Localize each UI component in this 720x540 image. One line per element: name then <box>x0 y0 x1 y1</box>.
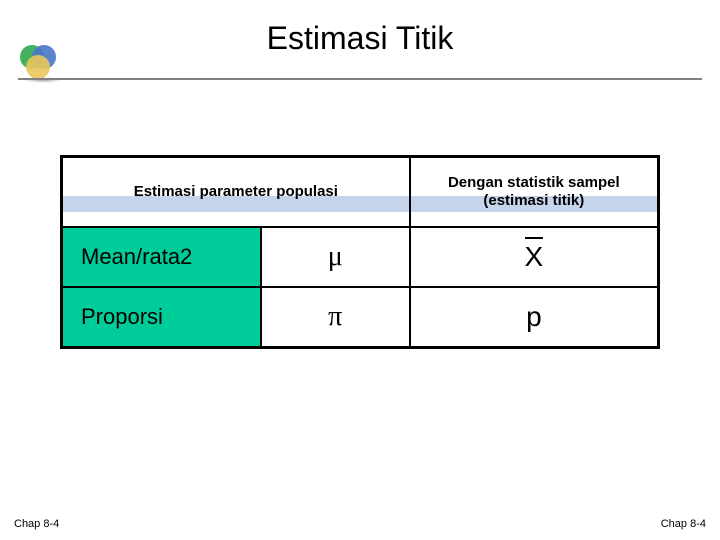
slide-title: Estimasi Titik <box>0 20 720 57</box>
header-population: Estimasi parameter populasi <box>62 157 410 227</box>
stat-symbol-proportion: p <box>410 287 658 347</box>
estimation-table: Estimasi parameter populasi Dengan stati… <box>60 155 660 349</box>
stat-symbol-mean: X <box>410 227 658 287</box>
table-header-row: Estimasi parameter populasi Dengan stati… <box>62 157 658 227</box>
footer-right: Chap 8-4 <box>661 518 706 530</box>
footer-left: Chap 8-4 <box>14 518 59 530</box>
title-separator <box>18 78 702 80</box>
row-label-proportion: Proporsi <box>62 287 261 347</box>
table-row: Proporsi π p <box>62 287 658 347</box>
pop-symbol-proportion: π <box>261 287 410 347</box>
slide: Estimasi Titik Estimasi parameter popula… <box>0 0 720 540</box>
table-row: Mean/rata2 μ X <box>62 227 658 287</box>
header-sample: Dengan statistik sampel (estimasi titik) <box>410 157 658 227</box>
row-label-mean: Mean/rata2 <box>62 227 261 287</box>
pop-symbol-mean: μ <box>261 227 410 287</box>
